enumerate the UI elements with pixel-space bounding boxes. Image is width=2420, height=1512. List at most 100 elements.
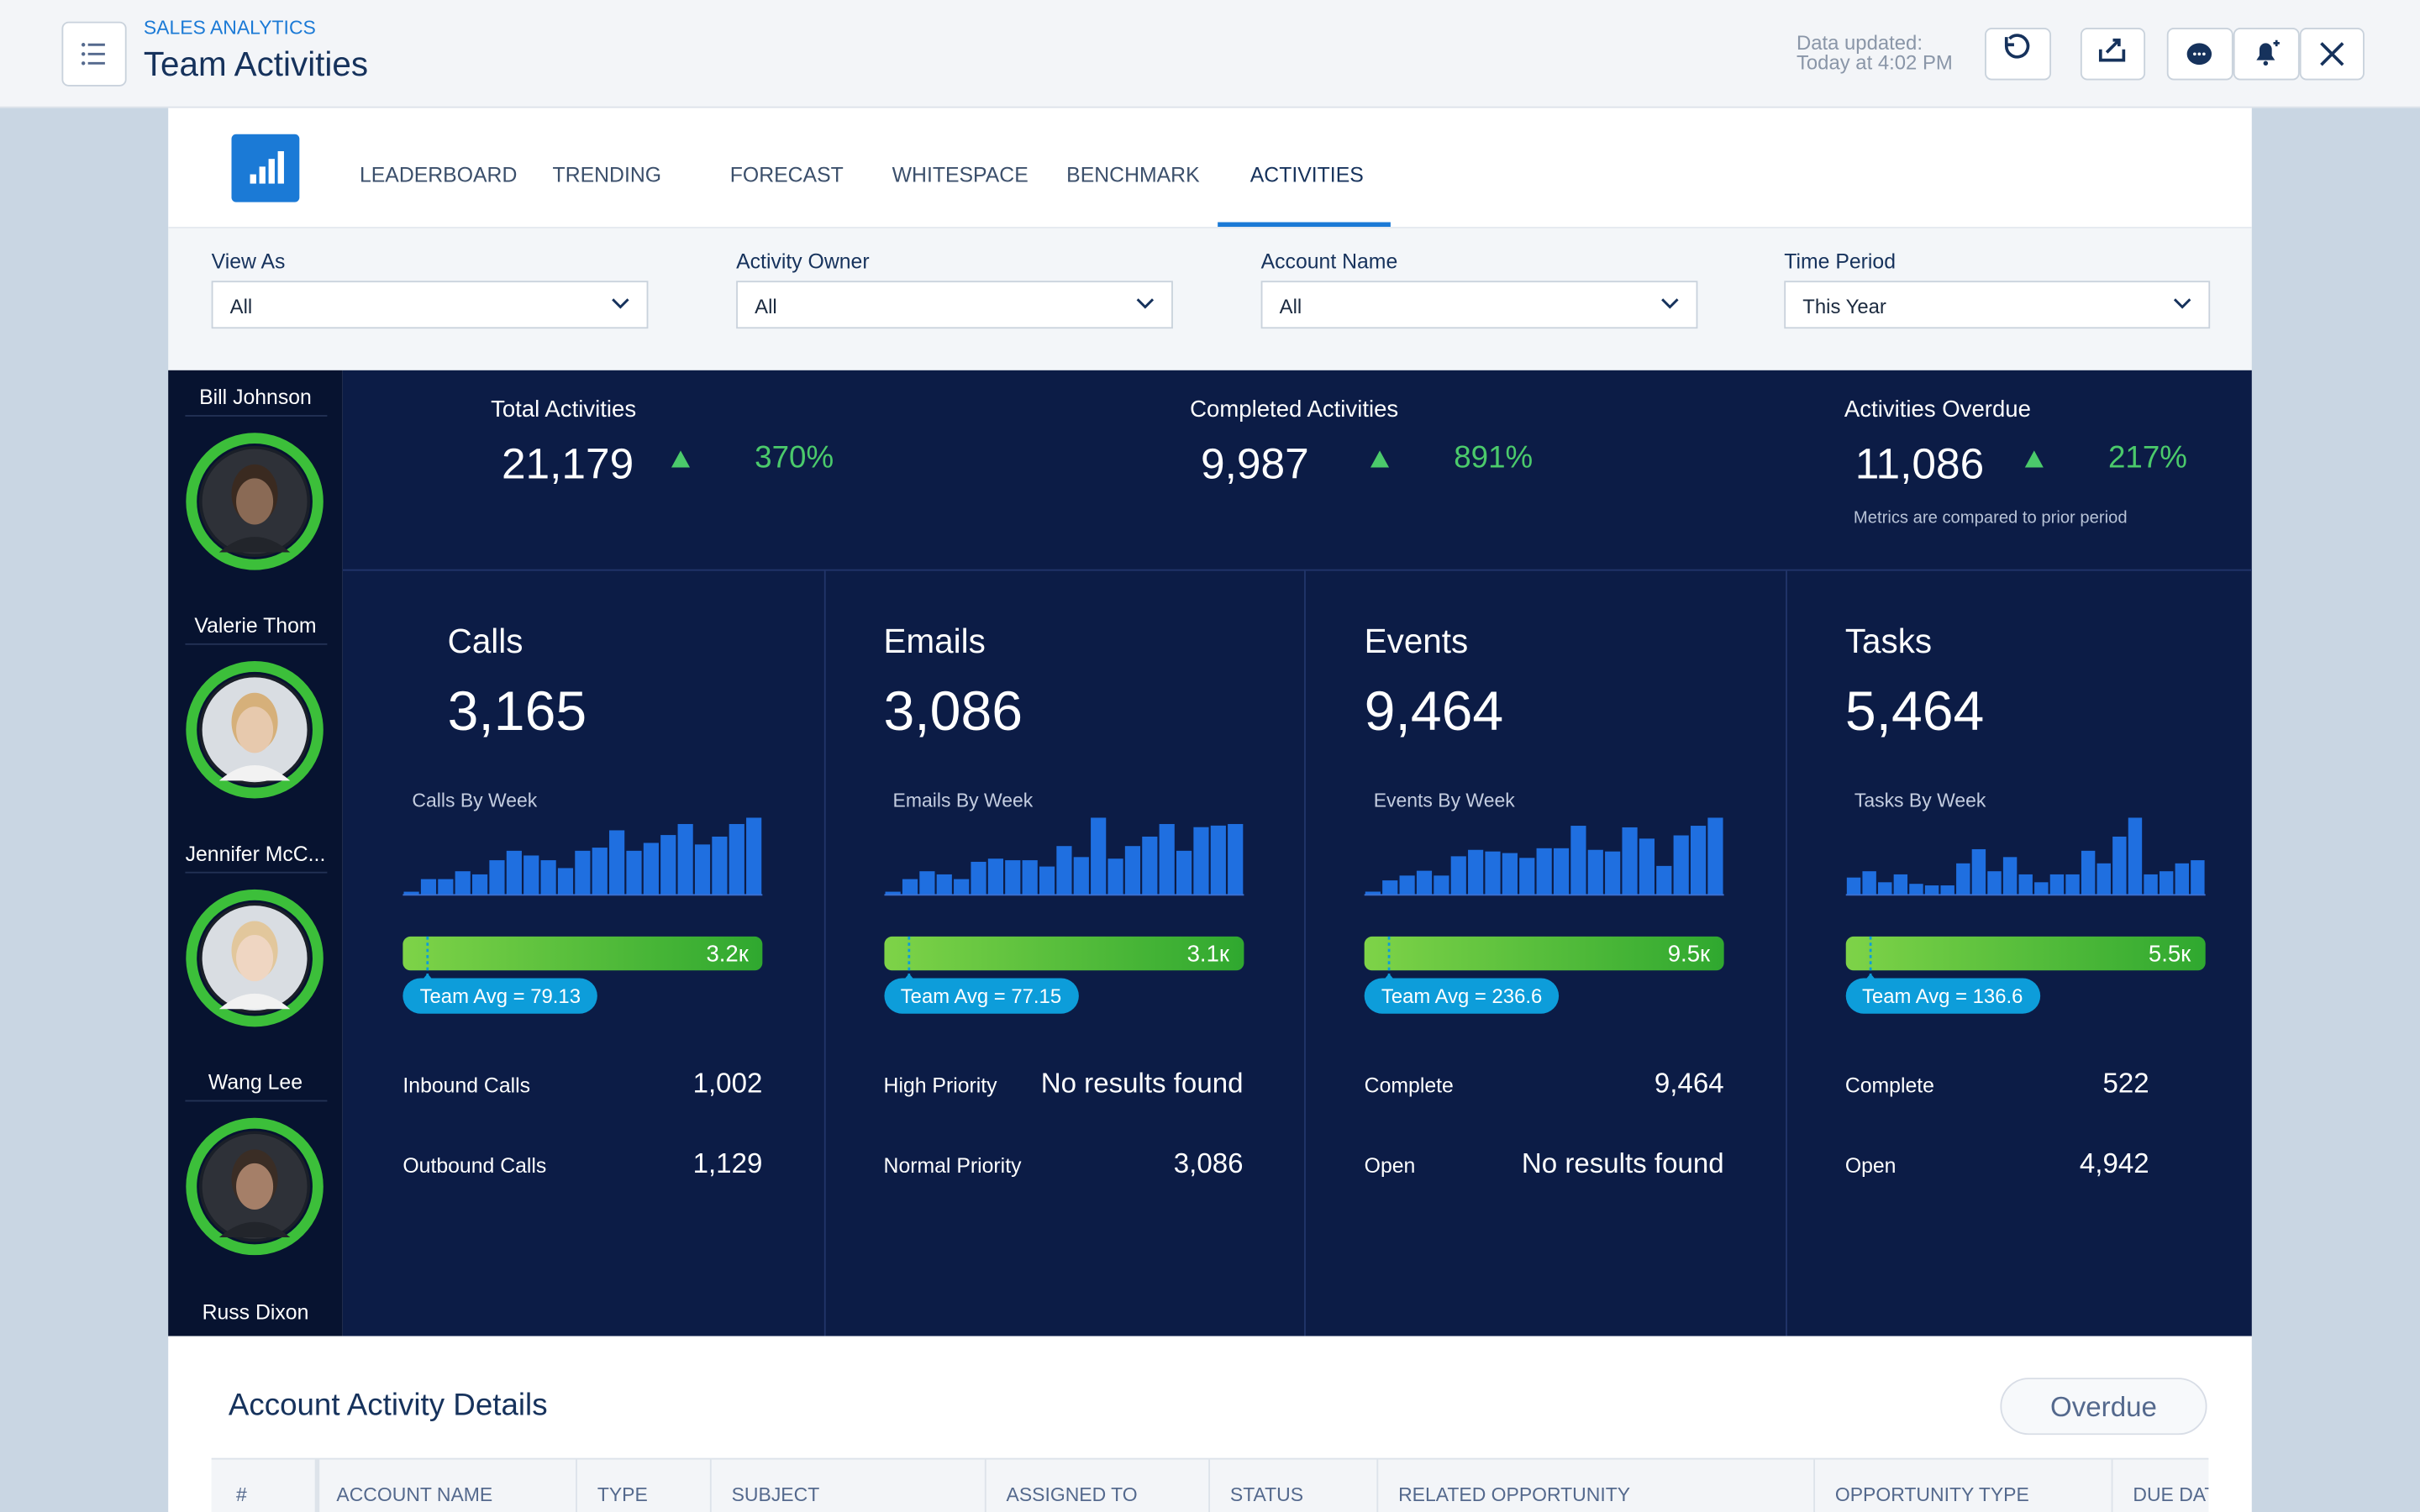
team-avg: Team Avg = 79.13	[402, 978, 598, 1014]
bar	[420, 879, 437, 895]
chevron	[2173, 298, 2191, 309]
bar	[2174, 863, 2189, 895]
progress-total: 3.2к	[706, 941, 749, 968]
person-name[interactable]: Russ Dixon	[202, 1300, 309, 1324]
bar	[902, 879, 918, 895]
kpi-divider	[342, 569, 2252, 571]
card-title: Calls	[447, 622, 523, 661]
tab[interactable]: TRENDING	[552, 163, 662, 187]
column-divider	[709, 1459, 712, 1512]
share-button[interactable]	[2080, 28, 2146, 81]
close-button[interactable]	[2299, 28, 2365, 81]
column-header[interactable]: SUBJECT	[731, 1483, 820, 1506]
refresh-button[interactable]	[1985, 28, 2052, 81]
bar	[506, 850, 522, 895]
card-title: Tasks	[1844, 622, 1933, 661]
avatar[interactable]	[185, 432, 324, 570]
bar	[884, 891, 900, 895]
bar	[592, 848, 608, 895]
person-name[interactable]: Jennifer McC...	[185, 842, 326, 866]
filter-value[interactable]: All	[1279, 294, 1302, 318]
kpi-change: 370%	[755, 441, 834, 475]
bar	[575, 850, 591, 895]
card-divider	[823, 570, 825, 1336]
column-header[interactable]: ASSIGNED TO	[1006, 1483, 1138, 1506]
bar	[660, 835, 676, 895]
filter-select[interactable]: All	[736, 281, 1173, 329]
column-header[interactable]: OPPORTUNITY TYPE	[1834, 1483, 2029, 1506]
column-header[interactable]: RELATED OPPORTUNITY	[1398, 1483, 1631, 1506]
column-header[interactable]: STATUS	[1229, 1483, 1304, 1506]
bar	[1986, 871, 2001, 895]
bar	[2127, 817, 2142, 895]
bar	[1485, 851, 1501, 895]
card-value: 5,464	[1844, 679, 1985, 743]
column-header[interactable]: TYPE	[597, 1483, 648, 1506]
bar	[1939, 885, 1954, 895]
tab[interactable]: LEADERBOARD	[359, 163, 518, 187]
bar	[953, 879, 969, 895]
bar	[1434, 875, 1449, 895]
kpi-change: 891%	[1454, 441, 1534, 475]
tab[interactable]: BENCHMARK	[1066, 163, 1200, 187]
chart-title: Calls By Week	[412, 790, 538, 812]
filter-value[interactable]: All	[229, 294, 253, 318]
tab[interactable]: ACTIVITIES	[1249, 163, 1364, 187]
column-header[interactable]: ACCOUNT NAME	[336, 1483, 493, 1506]
bar	[2002, 857, 2017, 895]
filter-select[interactable]: All	[211, 281, 649, 329]
kpi-value: 11,086	[1854, 439, 1985, 488]
bar	[1519, 858, 1535, 895]
bar	[1004, 860, 1020, 895]
menu-button[interactable]	[61, 21, 127, 87]
column-header[interactable]: #	[236, 1483, 247, 1506]
overdue-button[interactable]: Overdue	[2000, 1378, 2207, 1436]
filter-value[interactable]: All	[755, 294, 777, 318]
filter-value[interactable]: This Year	[1802, 294, 1886, 318]
bar	[1227, 823, 1243, 895]
tab-bar	[168, 108, 2252, 228]
person-name[interactable]: Wang Lee	[208, 1070, 303, 1095]
tab[interactable]: WHITESPACE	[892, 163, 1028, 187]
bar	[712, 836, 728, 895]
person-name[interactable]: Bill Johnson	[199, 386, 312, 409]
column-header[interactable]: DUE DATE	[2133, 1483, 2208, 1506]
bar	[1605, 851, 1621, 895]
bar	[1707, 817, 1723, 895]
bar	[2159, 871, 2173, 895]
chevron	[612, 298, 629, 309]
name-divider	[185, 871, 328, 874]
kpi-value: 21,179	[501, 439, 634, 488]
bar	[2081, 850, 2095, 895]
column-divider	[576, 1459, 577, 1512]
person-name[interactable]: Valerie Thom	[194, 614, 317, 638]
stat-value: 1,129	[692, 1147, 763, 1179]
table-header: # ACCOUNT NAME TYPE SUBJECT ASSIGNED TO STATU…	[211, 1457, 2209, 1512]
tab[interactable]: FORECAST	[729, 163, 844, 187]
bar	[1639, 838, 1655, 895]
chart-title: Events By Week	[1373, 790, 1515, 812]
bar	[729, 823, 744, 895]
filter-select[interactable]: This Year	[1784, 281, 2211, 329]
weekly-bar-chart	[1844, 817, 2205, 896]
avatar[interactable]	[185, 1117, 324, 1256]
avatar[interactable]	[185, 889, 324, 1027]
bar	[1365, 891, 1381, 895]
chart-title: Tasks By Week	[1854, 790, 1986, 812]
bar	[694, 844, 711, 895]
stat-label: High Priority	[883, 1074, 997, 1097]
kpi-title: Activities Overdue	[1844, 396, 2031, 423]
bar	[1955, 863, 1970, 895]
column-divider	[2111, 1459, 2113, 1512]
comment-button[interactable]	[2166, 28, 2233, 81]
active-tab-underline	[1218, 222, 1391, 228]
kpi-value: 9,987	[1200, 439, 1309, 488]
notify-button[interactable]	[2233, 28, 2300, 81]
updated-label: Data updated:	[1796, 30, 1923, 55]
avatar[interactable]	[185, 660, 324, 799]
bar	[1468, 849, 1484, 895]
stat-value: No results found	[1521, 1147, 1724, 1179]
filter-select[interactable]: All	[1260, 281, 1698, 329]
kpi-note: Metrics are compared to prior period	[1853, 509, 2128, 528]
progress-total: 3.1к	[1186, 941, 1229, 968]
